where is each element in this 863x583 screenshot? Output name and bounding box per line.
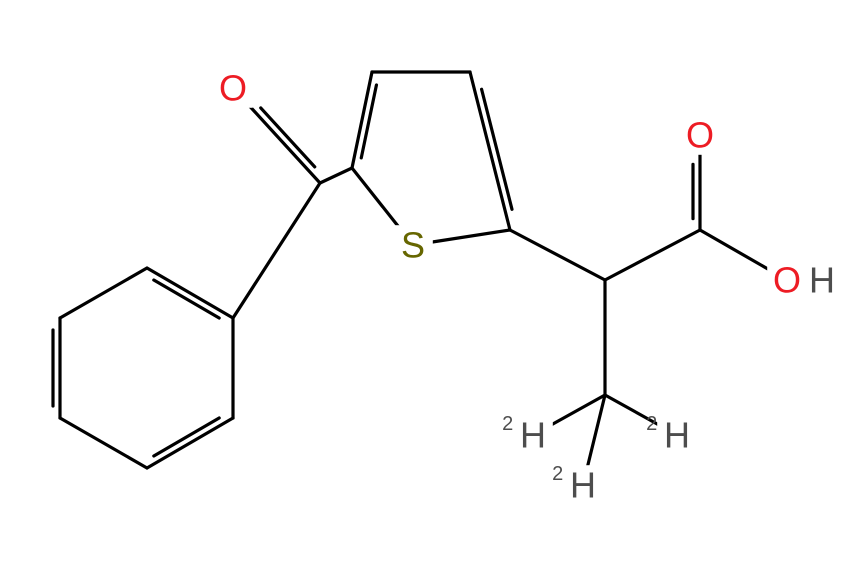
svg-text:H: H: [570, 465, 596, 506]
atom-o8: O: [213, 68, 253, 109]
svg-text:O: O: [773, 260, 801, 301]
svg-text:S: S: [401, 225, 425, 266]
molecule-diagram: OSOOHH2H2H2: [0, 0, 863, 583]
atom-d2: H2: [646, 413, 697, 455]
svg-text:H: H: [809, 260, 835, 301]
svg-text:O: O: [219, 68, 247, 109]
atom-o12: O: [680, 115, 720, 156]
atom-s5: S: [393, 225, 433, 266]
svg-text:H: H: [664, 415, 690, 456]
atom-d1: H2: [502, 413, 553, 455]
svg-text:2: 2: [552, 463, 563, 485]
svg-text:H: H: [520, 415, 546, 456]
atom-h13: H: [802, 260, 842, 301]
svg-text:2: 2: [502, 413, 513, 435]
atom-o13: O: [767, 260, 807, 301]
svg-text:O: O: [686, 115, 714, 156]
atom-d3: H2: [552, 463, 603, 505]
svg-text:2: 2: [646, 413, 657, 435]
